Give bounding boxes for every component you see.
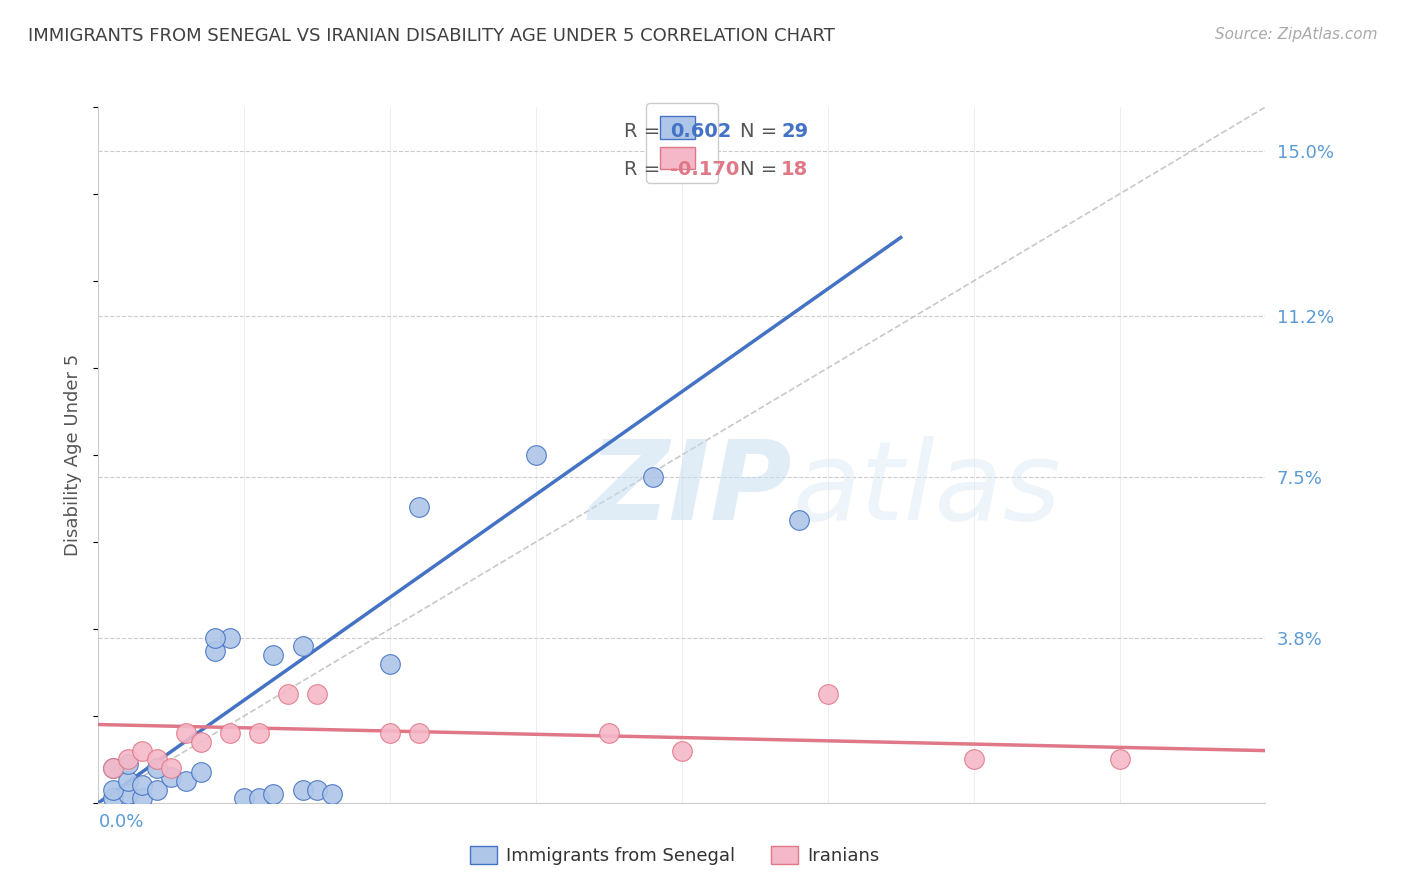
Point: [787, 513, 810, 527]
Point: [117, 774, 139, 789]
Point: [321, 787, 343, 801]
Point: [174, 726, 197, 740]
Text: N =: N =: [741, 122, 783, 141]
Point: [117, 756, 139, 771]
Point: [277, 687, 299, 701]
Point: [146, 782, 169, 797]
Point: [117, 787, 139, 801]
Point: [380, 657, 402, 671]
Point: [218, 631, 240, 645]
Point: [262, 648, 284, 662]
Point: [817, 687, 839, 701]
Point: [291, 639, 314, 653]
Point: [204, 643, 226, 657]
Point: [174, 774, 197, 789]
Point: [291, 782, 314, 797]
Point: [524, 448, 547, 462]
Text: 18: 18: [782, 161, 808, 179]
Point: [160, 761, 183, 775]
Point: [307, 782, 329, 797]
Point: [131, 778, 153, 793]
Point: [146, 761, 169, 775]
Text: 0.602: 0.602: [671, 122, 731, 141]
Text: atlas: atlas: [793, 436, 1062, 543]
Point: [408, 726, 430, 740]
Text: IMMIGRANTS FROM SENEGAL VS IRANIAN DISABILITY AGE UNDER 5 CORRELATION CHART: IMMIGRANTS FROM SENEGAL VS IRANIAN DISAB…: [28, 27, 835, 45]
Point: [671, 744, 693, 758]
Text: R =: R =: [624, 122, 666, 141]
Point: [380, 726, 402, 740]
Point: [101, 761, 124, 775]
Text: 29: 29: [782, 122, 808, 141]
Text: R =: R =: [624, 161, 666, 179]
Point: [962, 752, 984, 766]
Point: [262, 787, 284, 801]
Point: [131, 791, 153, 805]
Point: [190, 765, 212, 780]
Point: [1108, 752, 1130, 766]
Point: [146, 752, 169, 766]
Point: [641, 469, 664, 483]
Legend: Immigrants from Senegal, Iranians: Immigrants from Senegal, Iranians: [461, 837, 889, 874]
Point: [131, 744, 153, 758]
Point: [408, 500, 430, 514]
Text: -0.170: -0.170: [671, 161, 740, 179]
Point: [218, 726, 240, 740]
Point: [204, 631, 226, 645]
Point: [101, 782, 124, 797]
Y-axis label: Disability Age Under 5: Disability Age Under 5: [65, 354, 83, 556]
Point: [247, 791, 270, 805]
Point: [160, 770, 183, 784]
Point: [117, 752, 139, 766]
Text: Source: ZipAtlas.com: Source: ZipAtlas.com: [1215, 27, 1378, 42]
Text: 0.0%: 0.0%: [98, 814, 143, 831]
Point: [598, 726, 620, 740]
Text: N =: N =: [741, 161, 783, 179]
Point: [190, 735, 212, 749]
Legend: , : ,: [645, 103, 718, 183]
Text: ZIP: ZIP: [589, 436, 792, 543]
Point: [247, 726, 270, 740]
Point: [307, 687, 329, 701]
Point: [101, 761, 124, 775]
Point: [233, 791, 256, 805]
Point: [101, 791, 124, 805]
